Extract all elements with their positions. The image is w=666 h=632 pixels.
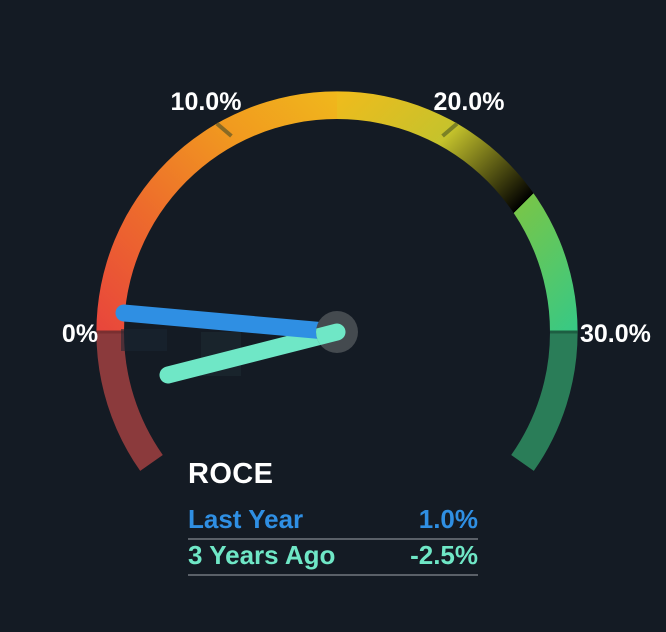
- gauge-label-twenty: 20.0%: [434, 88, 505, 116]
- needle-three-years-ago: [159, 323, 346, 384]
- legend-row-three-years-ago: 3 Years Ago -2.5%: [188, 540, 478, 576]
- needle-last-year: [115, 304, 346, 341]
- legend-row-last-year: Last Year 1.0%: [188, 504, 478, 540]
- gauge-band-left: [96, 91, 338, 333]
- gauge-band-right: [337, 91, 578, 333]
- page-title: ROCE: [188, 458, 273, 490]
- gauge-label-zero: 0%: [62, 320, 98, 348]
- legend-label-three-years-ago: 3 Years Ago: [188, 540, 335, 570]
- gauge-label-ten: 10.0%: [171, 88, 242, 116]
- gauge-label-thirty: 30.0%: [580, 320, 651, 348]
- gauge-tick-ten: [215, 122, 233, 138]
- gauge-tick-twenty: [441, 122, 459, 138]
- legend-label-last-year: Last Year: [188, 504, 303, 534]
- legend-value-three-years-ago: -2.5%: [410, 540, 478, 570]
- gauge-band-negative: [96, 332, 163, 471]
- legend-value-last-year: 1.0%: [419, 504, 478, 534]
- gauge-band-over-thirty: [511, 332, 578, 471]
